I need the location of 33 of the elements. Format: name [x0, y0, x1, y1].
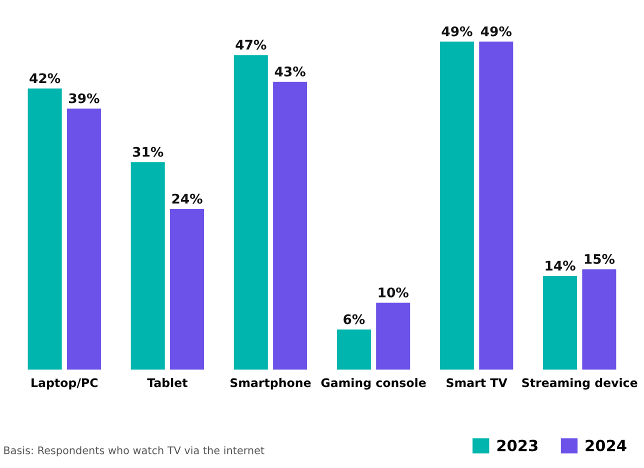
data-label: 49%: [480, 26, 512, 36]
bar: [66, 108, 101, 370]
data-label: 15%: [584, 254, 615, 264]
data-label: 39%: [69, 93, 100, 104]
x-tick-label: Streaming device: [522, 378, 638, 390]
x-tick-label: Laptop/PC: [32, 378, 98, 390]
data-label: 42%: [30, 73, 60, 84]
bar: [336, 330, 371, 370]
bar: [440, 42, 474, 370]
bar: [234, 55, 268, 370]
data-label: 47%: [236, 40, 266, 50]
bar: [170, 209, 204, 370]
bar: [543, 276, 578, 370]
bar: [130, 162, 165, 370]
data-label: 6%: [344, 314, 365, 324]
bar: [479, 42, 514, 370]
bar: [273, 82, 308, 370]
bar: [28, 88, 62, 370]
legend-label: 2023: [497, 440, 538, 452]
data-label: 49%: [442, 26, 472, 36]
data-label: 31%: [132, 146, 164, 157]
bar: [582, 269, 616, 370]
text: Basis: Respondents who watch TV via the internet: [4, 446, 264, 456]
x-tick-label: Smartphone: [230, 378, 311, 390]
data-label: 24%: [172, 194, 202, 204]
data-label: 14%: [546, 260, 576, 271]
data-label: 43%: [274, 66, 306, 77]
legend-label: 2024: [586, 440, 626, 452]
data-label: 10%: [378, 287, 408, 298]
bar: [376, 302, 410, 370]
x-tick-label: Tablet: [147, 378, 188, 388]
x-tick-label: Gaming console: [321, 378, 426, 390]
x-tick-label: Smart TV: [446, 378, 508, 388]
